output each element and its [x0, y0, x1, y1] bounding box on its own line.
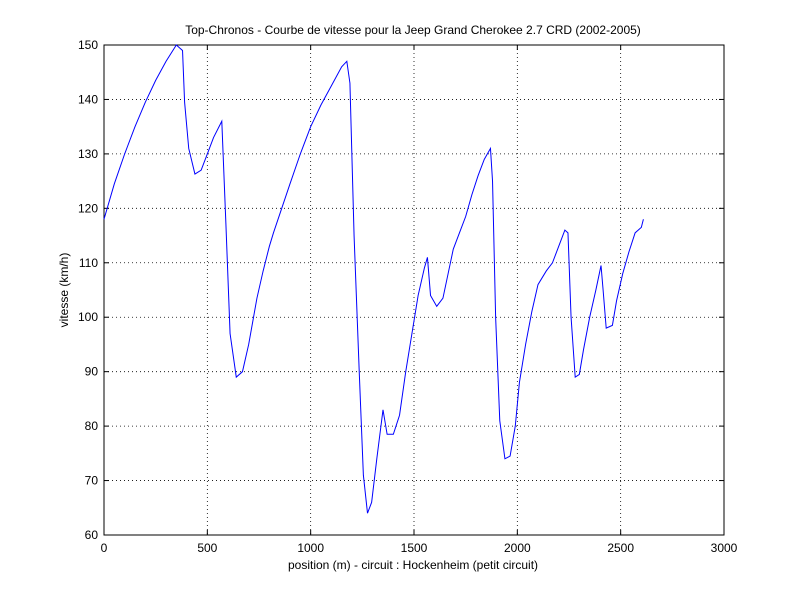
y-tick-label: 140 [78, 92, 98, 106]
y-tick-label: 110 [79, 256, 98, 270]
x-tick-label: 1500 [401, 541, 428, 555]
speed-series-line [103, 44, 644, 514]
y-tick-label: 70 [85, 474, 99, 488]
y-tick-label: 130 [78, 147, 98, 161]
chart-title: Top-Chronos - Courbe de vitesse pour la … [185, 23, 641, 37]
x-axis-label: position (m) - circuit : Hockenheim (pet… [288, 558, 538, 572]
y-tick-label: 90 [85, 365, 99, 379]
x-tick-label: 3000 [711, 541, 738, 555]
x-tick-label: 2000 [504, 541, 531, 555]
x-tick-label: 1000 [297, 541, 324, 555]
grid [104, 45, 724, 535]
x-tick-label: 2500 [607, 541, 634, 555]
y-tick-label: 60 [85, 528, 99, 542]
x-tick-label: 500 [197, 541, 217, 555]
x-tick-label: 0 [101, 541, 108, 555]
x-tick-labels: 0 500 1000 1500 2000 2500 3000 [101, 541, 738, 555]
y-tick-labels: 60 70 80 90 100 110 120 130 140 150 [78, 38, 98, 542]
y-tick-label: 80 [85, 419, 99, 433]
y-tick-label: 150 [78, 38, 98, 52]
y-tick-label: 100 [78, 310, 98, 324]
axis-ticks [103, 44, 725, 536]
y-tick-label: 120 [78, 201, 98, 215]
y-axis-label: vitesse (km/h) [57, 253, 71, 328]
